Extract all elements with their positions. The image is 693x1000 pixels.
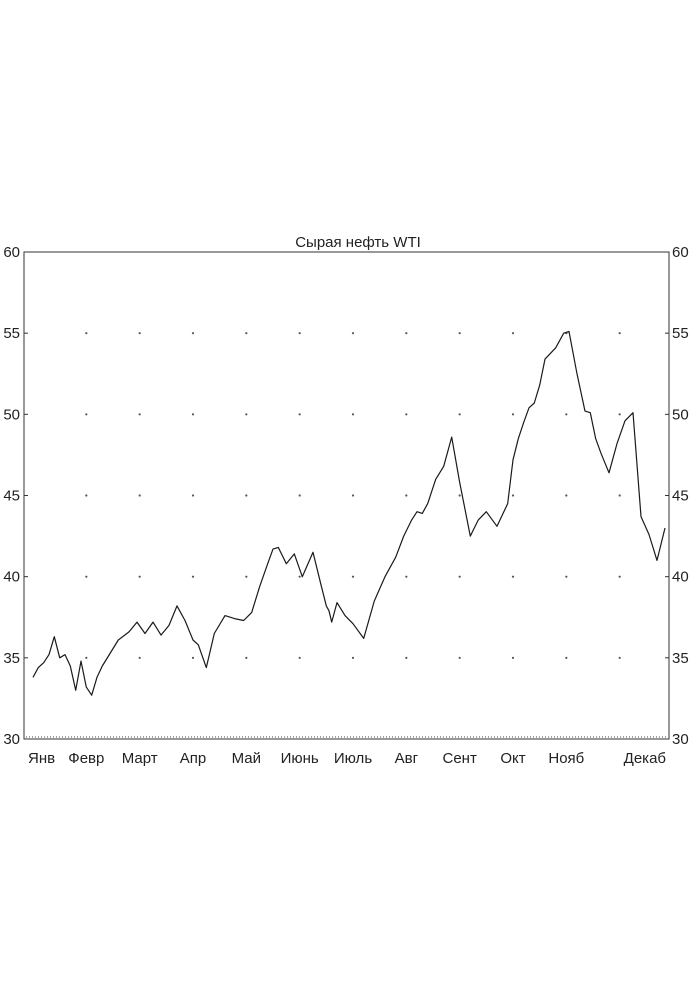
grid-dot — [138, 413, 141, 416]
grid-dot — [138, 332, 141, 335]
grid-dot — [565, 494, 568, 497]
y-tick-label-left: 30 — [3, 731, 20, 748]
chart-title: Сырая нефть WTI — [295, 234, 421, 251]
grid-dot — [245, 656, 248, 659]
grid-dot — [458, 494, 461, 497]
grid-dot — [191, 656, 195, 659]
y-tick-label-right: 45 — [672, 488, 689, 505]
month-label: Июнь — [281, 750, 319, 767]
month-label: Декаб — [624, 750, 666, 767]
grid-dot — [298, 413, 301, 416]
series-layer — [32, 330, 666, 696]
month-label: Сент — [442, 750, 476, 767]
grid-dot — [191, 575, 195, 578]
grid-dot — [138, 575, 141, 578]
month-label: Нояб — [548, 750, 584, 767]
grid-dot — [191, 413, 195, 416]
grid-dot — [565, 413, 568, 416]
y-tick-label-right: 50 — [672, 406, 689, 423]
grid-dot — [191, 494, 195, 497]
y-tick-label-right: 30 — [672, 731, 689, 748]
grid-dot — [511, 656, 515, 659]
y-tick-label-left: 50 — [3, 406, 20, 423]
grid-dot — [138, 494, 141, 497]
y-tick-label-left: 60 — [3, 244, 20, 261]
grid-dot — [405, 575, 408, 578]
grid-dot — [245, 413, 248, 416]
grid-dot — [511, 494, 515, 497]
grid-dot — [85, 656, 88, 659]
grid-dot — [351, 656, 355, 659]
y-tick-label-left: 40 — [3, 569, 20, 586]
y-tick-label-left: 35 — [3, 650, 20, 667]
grid-dot — [458, 656, 461, 659]
grid-dot — [458, 332, 461, 335]
grid-dot — [511, 332, 515, 335]
grid-dot — [618, 494, 621, 497]
grid-dot — [298, 575, 301, 578]
y-tick-label-left: 45 — [3, 488, 20, 505]
grid-dot — [458, 575, 461, 578]
grid-dot — [351, 575, 355, 578]
grid-dot — [245, 332, 248, 335]
month-label: Июль — [334, 750, 372, 767]
grid-dot — [618, 575, 621, 578]
month-label: Авг — [395, 750, 419, 767]
grid-dot — [405, 494, 408, 497]
grid-dot — [245, 575, 248, 578]
plot-frame — [23, 251, 670, 740]
month-label: Янв — [28, 750, 55, 767]
grid-dot — [618, 332, 621, 335]
grid-dot — [351, 413, 355, 416]
grid-dot — [458, 413, 461, 416]
y-tick-label-left: 55 — [3, 325, 20, 342]
grid-dot — [85, 332, 88, 335]
grid-dot — [351, 332, 355, 335]
grid-dot — [351, 494, 355, 497]
month-label: Май — [232, 750, 261, 767]
y-tick-label-right: 35 — [672, 650, 689, 667]
y-tick-label-right: 40 — [672, 569, 689, 586]
grid-dot — [511, 413, 515, 416]
y-tick-label-right: 55 — [672, 325, 689, 342]
grid-dot — [405, 413, 408, 416]
grid-layer — [26, 332, 667, 738]
grid-dot — [565, 656, 568, 659]
grid-dot — [405, 332, 408, 335]
grid-dot — [618, 413, 621, 416]
month-label: Окт — [500, 750, 525, 767]
grid-dot — [565, 575, 568, 578]
grid-dot — [298, 656, 301, 659]
grid-dot — [85, 413, 88, 416]
grid-dot — [511, 575, 515, 578]
grid-dot — [298, 494, 301, 497]
grid-dot — [618, 656, 621, 659]
grid-dot — [85, 575, 88, 578]
tick-layer: 30 30 35 35 40 40 45 45 50 50 55 55 60 60 Янв Февр Март А… — [3, 244, 688, 767]
month-label: Март — [122, 750, 158, 767]
month-label: Февр — [68, 750, 104, 767]
grid-dot — [191, 332, 195, 335]
month-label: Апр — [180, 750, 206, 767]
grid-dot — [245, 494, 248, 497]
y-tick-label-right: 60 — [672, 244, 689, 261]
price-series-line — [32, 330, 666, 696]
grid-dot — [298, 332, 301, 335]
grid-dot — [405, 656, 408, 659]
grid-dot — [138, 656, 141, 659]
grid-dot — [85, 494, 88, 497]
